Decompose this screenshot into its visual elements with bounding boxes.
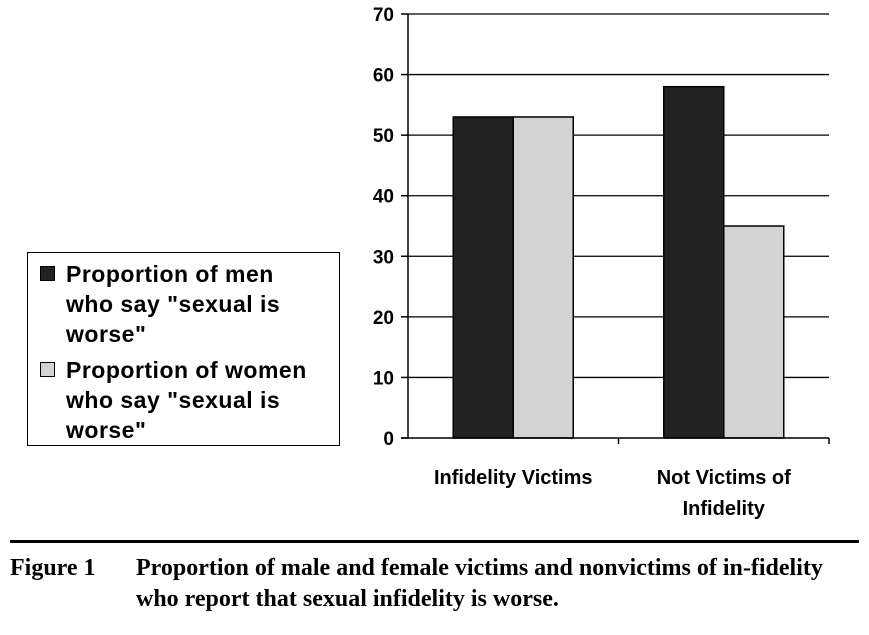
caption-rule (10, 540, 859, 543)
bar-women-2 (723, 225, 785, 439)
y-tick-label: 0 (383, 429, 394, 450)
legend-label-line: worse" (66, 417, 147, 443)
y-tick-label: 60 (373, 66, 394, 87)
legend-label-line: Proportion of men (66, 261, 274, 287)
legend-swatch-women (40, 362, 55, 377)
legend-label-line: worse" (66, 321, 147, 347)
y-tick-label: 50 (373, 126, 394, 147)
bar-women-1 (512, 116, 574, 439)
y-tick-label: 30 (373, 247, 394, 268)
legend-label-women: Proportion of women who say "sexual is w… (66, 355, 341, 445)
axes (401, 13, 830, 444)
bar-men-1 (452, 116, 514, 439)
bar-men-2 (663, 85, 725, 439)
y-tick-label: 10 (373, 368, 394, 389)
x-category-label: Not Victims of (657, 467, 791, 489)
y-tick-label: 70 (373, 5, 394, 26)
y-tick-label: 20 (373, 308, 394, 329)
x-category-label: Infidelity (683, 498, 766, 520)
legend-label-men: Proportion of men who say "sexual is wor… (66, 259, 341, 349)
bars (452, 85, 785, 439)
legend-swatch-men (40, 266, 55, 281)
x-category-label: Infidelity Victims (434, 467, 593, 489)
caption-text: Proportion of male and female victims an… (136, 555, 823, 612)
legend: Proportion of men who say "sexual is wor… (27, 252, 340, 446)
axis-labels: 0 10 20 30 40 50 60 70 Infidelity Victims Not Vic… (373, 5, 791, 520)
legend-label-line: who say "sexual is (66, 291, 281, 317)
legend-label-line: who say "sexual is (66, 387, 281, 413)
legend-label-line: Proportion of women (66, 357, 307, 383)
y-tick-label: 40 (373, 187, 394, 208)
bar-chart: 0 10 20 30 40 50 60 70 Infidelity Victims Not Vic… (373, 5, 830, 520)
figure-number: Figure 1 (10, 555, 96, 581)
